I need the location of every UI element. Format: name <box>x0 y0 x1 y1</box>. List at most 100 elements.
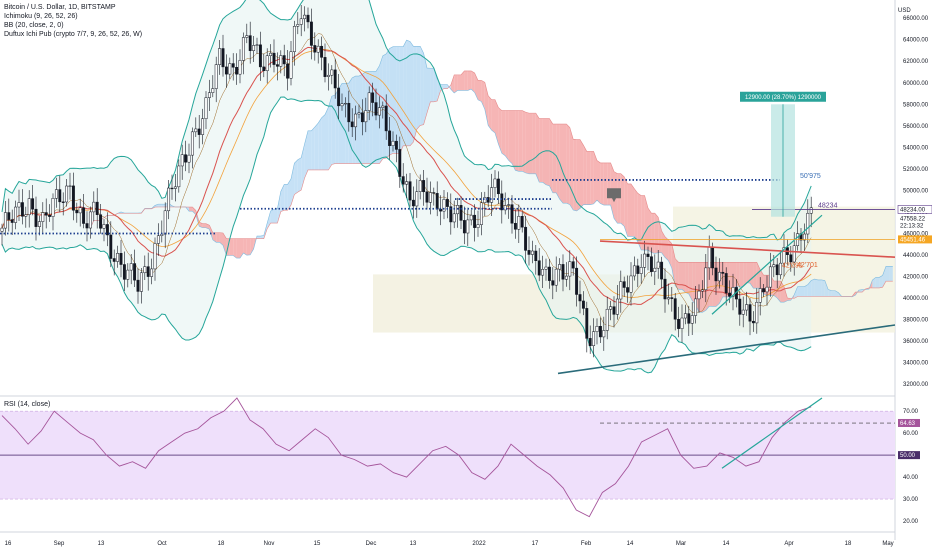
price-tick: 46000.00 <box>903 231 929 237</box>
price-tick: 54000.00 <box>903 145 929 151</box>
rsi-current-tag: 64.63 <box>900 421 916 427</box>
time-tick: 18 <box>218 541 225 547</box>
cloud-segment <box>787 298 791 301</box>
cloud-segment <box>563 124 567 204</box>
candle-body <box>646 253 650 257</box>
candle-body <box>201 118 205 135</box>
candle-body <box>258 44 262 68</box>
cloud-segment <box>546 118 550 186</box>
cloud-segment <box>229 238 234 256</box>
candle-body <box>116 253 120 262</box>
candle-body <box>41 212 45 222</box>
candle-body <box>269 52 273 56</box>
cloud-segment <box>250 238 254 255</box>
indicator-duftux[interactable]: Duftux Ichi Pub (crypto 7/7, 9, 26, 52, … <box>4 31 143 38</box>
rsi-tick: 70.00 <box>903 409 919 415</box>
candle-body <box>496 178 500 195</box>
time-tick: Feb <box>581 541 592 547</box>
cloud-segment <box>379 55 383 164</box>
candle-body <box>255 44 259 46</box>
candle-body <box>789 254 793 263</box>
candle-body <box>782 247 786 264</box>
candle-body <box>714 267 718 282</box>
candle-body <box>707 247 711 269</box>
high-price-tag-bg <box>898 205 932 214</box>
candle-body <box>758 288 762 303</box>
candle-body <box>779 262 783 276</box>
cloud-segment <box>556 124 560 200</box>
candle-body <box>68 185 72 187</box>
candle-body <box>333 69 337 89</box>
cloud-segment <box>794 286 798 299</box>
candle-body <box>541 269 545 276</box>
candle-body <box>384 105 388 132</box>
candle-body <box>493 178 497 188</box>
candle-body <box>748 304 752 322</box>
candle-body <box>207 92 211 98</box>
cloud-segment <box>345 83 349 164</box>
candle-body <box>167 187 171 212</box>
candle-body <box>666 297 670 300</box>
time-tick: 13 <box>410 541 417 547</box>
candle-body <box>544 266 548 270</box>
time-tick: Sep <box>54 541 65 547</box>
candle-body <box>473 214 477 228</box>
cloud-segment <box>291 163 295 206</box>
candle-body <box>775 264 779 276</box>
time-tick: 14 <box>627 541 634 547</box>
candles <box>0 5 813 358</box>
candle-body <box>7 212 11 220</box>
senkou-span-a <box>90 39 893 313</box>
cloud-segment <box>423 53 427 125</box>
candle-body <box>371 92 375 103</box>
candle-body <box>405 181 409 185</box>
candle-body <box>204 97 208 120</box>
last-price-tag: 47558.22 <box>900 217 926 223</box>
cloud-segment <box>270 209 274 224</box>
cloud-segment <box>600 162 604 206</box>
level-label-42701: 42'701 <box>797 262 818 269</box>
senkou-span-b <box>90 70 893 299</box>
candle-body <box>432 192 436 194</box>
cloud-segment <box>763 275 767 296</box>
candle-body <box>48 214 52 217</box>
cloud-segment <box>886 266 890 282</box>
cloud-segment <box>566 124 570 205</box>
symbol-title[interactable]: Bitcoin / U.S. Dollar, 1D, BITSTAMP <box>4 4 116 11</box>
candle-body <box>561 264 565 280</box>
candle-body <box>500 193 504 211</box>
candle-body <box>738 298 742 315</box>
candle-body <box>211 88 215 93</box>
indicator-bb[interactable]: BB (20, close, 2, 0) <box>4 22 64 29</box>
candle-body <box>459 205 463 221</box>
currency-label: USD <box>898 8 911 14</box>
candle-body <box>530 250 534 255</box>
candle-body <box>146 266 150 277</box>
candle-body <box>615 298 619 315</box>
cloud-segment <box>399 46 404 154</box>
candle-body <box>347 102 351 123</box>
rsi-legend[interactable]: RSI (14, close) <box>4 401 51 408</box>
cloud-segment <box>743 262 747 287</box>
high-price-tag: 48234.00 <box>900 207 926 213</box>
cloud-segment <box>518 110 523 172</box>
candle-body <box>374 102 378 116</box>
candle-body <box>299 18 303 25</box>
cloud-segment <box>495 99 499 145</box>
cloud-segment <box>403 40 407 146</box>
candle-body <box>316 45 320 53</box>
candle-body <box>20 202 24 217</box>
cloud-segment <box>416 46 421 130</box>
cloud-segment <box>665 236 669 261</box>
cloud-segment <box>260 235 264 239</box>
cloud-segment <box>539 118 543 183</box>
cloud-segment <box>678 262 682 290</box>
cloud-segment <box>882 266 886 288</box>
cloud-segment <box>671 243 676 286</box>
cloud-segment <box>512 110 516 171</box>
indicator-ichimoku[interactable]: Ichimoku (9, 26, 52, 26) <box>4 13 78 20</box>
cloud-segment <box>648 208 652 253</box>
cloud-segment <box>824 280 829 297</box>
candle-body <box>381 105 385 108</box>
